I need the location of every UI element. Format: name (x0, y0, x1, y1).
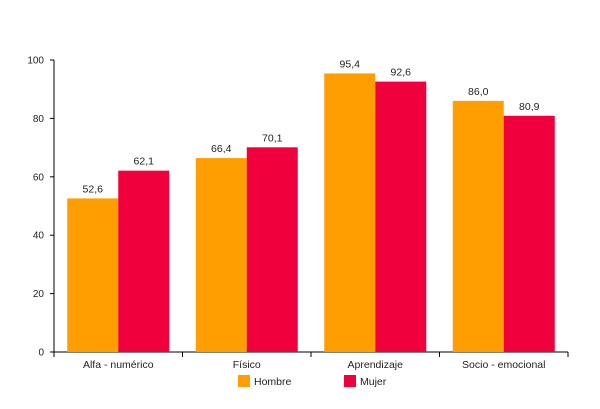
legend: Hombre Mujer (238, 375, 387, 388)
x-category-label: Alfa - numérico (83, 359, 154, 371)
y-tick-label: 80 (33, 114, 45, 125)
data-label: 80,9 (519, 101, 540, 113)
bar-mujer (503, 115, 555, 352)
bar-mujer (375, 81, 427, 352)
legend-label: Mujer (360, 376, 387, 388)
data-label: 86,0 (468, 86, 489, 98)
data-label: 95,4 (340, 58, 361, 70)
data-label: 66,4 (211, 143, 232, 155)
legend-swatch-hombre (238, 375, 250, 387)
y-tick-label: 20 (33, 289, 45, 300)
bar-hombre (324, 73, 376, 352)
x-category-label: Socio - emocional (462, 359, 545, 371)
y-tick-label: 60 (33, 172, 45, 183)
bar-hombre (195, 158, 247, 352)
y-tick-label: 0 (38, 348, 44, 359)
data-label: 62,1 (134, 156, 155, 168)
data-label: 70,1 (262, 132, 283, 144)
bar-hombre (452, 100, 504, 352)
y-tick-label: 40 (33, 231, 45, 242)
x-category-label: Aprendizaje (348, 359, 404, 371)
data-label: 52,6 (83, 183, 104, 195)
legend-swatch-mujer (344, 375, 356, 387)
bars (67, 73, 555, 352)
bar-hombre (67, 198, 119, 352)
bar-mujer (246, 147, 298, 352)
legend-label: Hombre (254, 376, 292, 388)
y-tick-label: 100 (27, 56, 44, 67)
labels: 52,6 62,1 Alfa - numérico 66,4 70,1 Físico 95,… (83, 58, 546, 371)
bar-mujer (118, 170, 170, 352)
x-category-label: Físico (233, 359, 261, 371)
data-label: 92,6 (391, 67, 412, 79)
